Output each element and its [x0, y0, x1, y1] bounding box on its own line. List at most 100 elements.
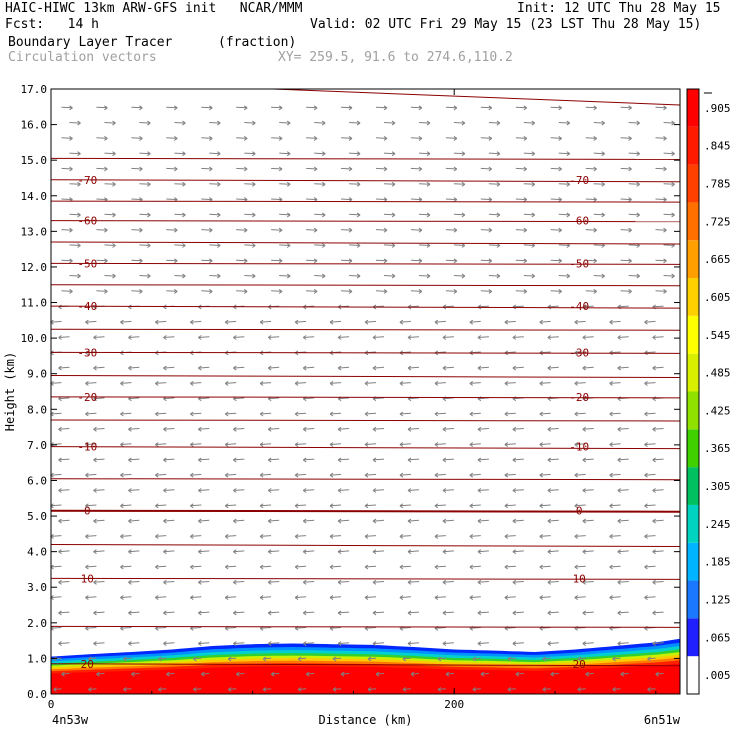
colorbar-swatch: [687, 164, 699, 203]
circulation-vector: [131, 227, 143, 233]
circulation-vector: [399, 595, 411, 601]
circulation-vector: [620, 258, 632, 264]
circulation-vector: [302, 610, 315, 616]
circulation-vector: [512, 579, 524, 585]
circulation-vector: [512, 641, 524, 647]
circulation-vector: [85, 503, 97, 509]
circulation-vector: [128, 365, 140, 371]
circulation-vector: [302, 518, 315, 524]
circulation-vector: [620, 135, 632, 141]
circulation-vector: [271, 258, 283, 264]
circulation-vector: [270, 671, 280, 677]
colorbar-label: .065: [704, 631, 731, 644]
circulation-vector: [652, 579, 664, 585]
circulation-vector: [445, 671, 454, 677]
circulation-vector: [163, 518, 175, 524]
circulation-vector: [233, 457, 245, 463]
circulation-vector: [663, 212, 675, 218]
circulation-vector: [410, 671, 420, 677]
circulation-vector: [131, 258, 143, 264]
circulation-vector: [131, 105, 143, 111]
circulation-vector: [523, 151, 536, 157]
circulation-vector: [652, 365, 664, 371]
circulation-vector: [488, 181, 501, 187]
circulation-vector: [383, 243, 396, 248]
circulation-vector: [329, 503, 342, 509]
circulation-vector: [306, 105, 318, 111]
circulation-vector: [139, 243, 151, 248]
circulation-vector: [294, 442, 307, 448]
colorbar-swatch: [687, 580, 699, 619]
circulation-vector: [244, 212, 256, 218]
circulation-vector: [574, 503, 586, 509]
circulation-vector: [53, 687, 62, 692]
circulation-vector: [259, 533, 272, 539]
circulation-vector: [233, 641, 245, 647]
circulation-vector: [297, 656, 307, 662]
circulation-vector: [469, 472, 481, 478]
circulation-vector: [329, 472, 342, 478]
circulation-vector: [96, 227, 108, 233]
circulation-vector: [279, 181, 291, 187]
circulation-vector: [585, 671, 594, 677]
circulation-vector: [523, 181, 536, 187]
circulation-vector: [550, 135, 562, 141]
circulation-vector: [131, 166, 143, 172]
circulation-vector: [609, 380, 621, 386]
circulation-vector: [93, 426, 105, 432]
circulation-vector: [349, 120, 361, 126]
isotherm-line: [50, 200, 681, 203]
circulation-vector: [407, 549, 420, 555]
circulation-vector: [407, 641, 420, 647]
circulation-vector: [402, 687, 411, 692]
circulation-vector: [329, 564, 342, 570]
circulation-vector: [375, 258, 388, 264]
circulation-vector: [445, 258, 458, 264]
circulation-vector: [337, 365, 350, 371]
circulation-vector: [515, 166, 528, 172]
colorbar-swatch: [687, 656, 699, 694]
circulation-vector: [174, 181, 186, 187]
circulation-vector: [314, 273, 326, 279]
circulation-vector: [155, 503, 167, 509]
temperature-isotherms: 20 20 10 10 0 0 -10 -10 -20 -20 -30 -30 -40 -40 -50 -50…: [50, 88, 681, 671]
circulation-vector: [294, 564, 307, 570]
circulation-vector: [120, 503, 132, 509]
circulation-vector: [574, 564, 586, 570]
circulation-vector: [364, 472, 377, 478]
circulation-vector: [337, 335, 350, 340]
circulation-vector: [367, 656, 377, 662]
circulation-vector: [131, 135, 143, 141]
circulation-vector: [617, 488, 629, 493]
circulation-vector: [593, 212, 605, 218]
circulation-vector: [574, 380, 586, 386]
circulation-vector: [224, 595, 237, 601]
circulation-vector: [139, 151, 151, 157]
circulation-vector: [340, 166, 353, 172]
circulation-vector: [550, 671, 559, 677]
circulation-vector: [453, 273, 466, 279]
circulation-vector: [477, 549, 489, 555]
circulation-vector: [198, 610, 210, 616]
circulation-vector: [314, 181, 326, 187]
circulation-vector: [128, 518, 140, 524]
circulation-vector: [279, 243, 291, 248]
colorbar-swatch: [687, 542, 699, 581]
circulation-vector: [190, 595, 202, 601]
circulation-vector: [262, 656, 272, 662]
circulation-vector: [399, 442, 411, 448]
circulation-vector: [337, 610, 350, 616]
circulation-vector: [69, 120, 81, 126]
y-tick-label: 12.0: [21, 261, 48, 274]
circulation-vector: [652, 335, 664, 340]
circulation-vector: [236, 288, 248, 294]
circulation-vector: [120, 411, 132, 417]
colorbar-label: .905: [704, 102, 731, 115]
circulation-vector: [582, 426, 594, 432]
circulation-vector: [233, 365, 245, 371]
circulation-vector: [259, 595, 272, 601]
circulation-vector: [267, 457, 280, 463]
circulation-vector: [663, 181, 675, 187]
circulation-vector: [512, 518, 524, 524]
circulation-vector: [104, 273, 116, 279]
